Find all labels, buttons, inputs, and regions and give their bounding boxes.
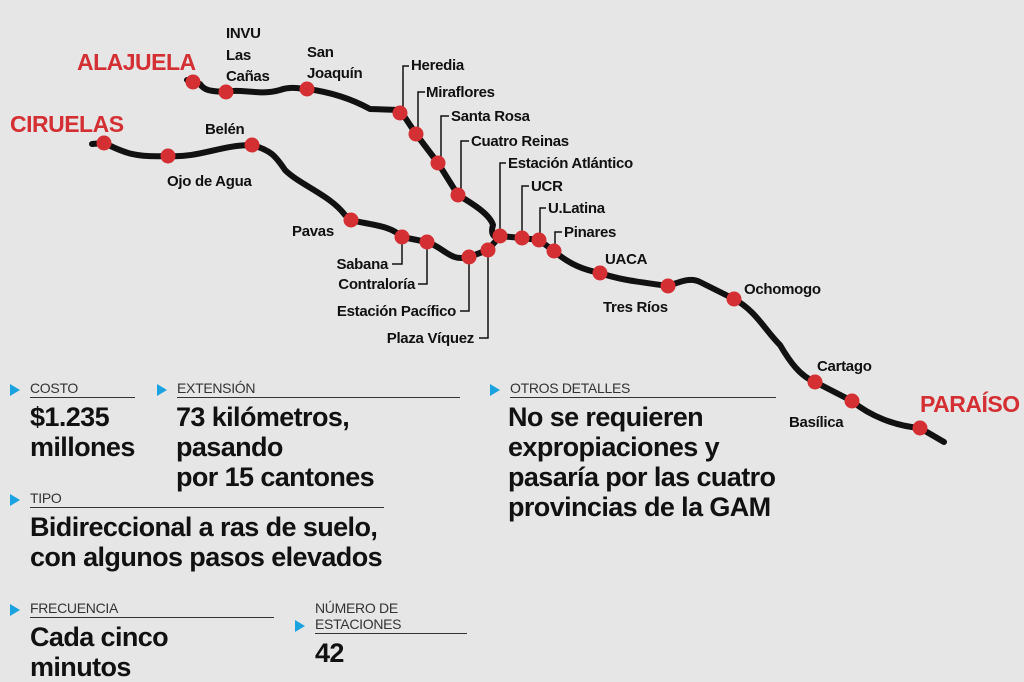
station-label: Cartago xyxy=(817,358,872,375)
station-label: Plaza Víquez xyxy=(387,330,474,347)
station-dot xyxy=(299,81,315,97)
triangle-marker-icon xyxy=(490,384,500,396)
station-label: Miraflores xyxy=(426,84,495,101)
info-value: No se requieren expropiaciones y pasaría… xyxy=(508,402,776,522)
triangle-marker-icon xyxy=(295,620,305,632)
station-dot xyxy=(96,135,112,151)
city-label-ciruelas: CIRUELAS xyxy=(10,111,124,137)
station-dot xyxy=(394,229,410,245)
station-label: San xyxy=(307,44,334,61)
info-otros-detalles: OTROS DETALLES No se requieren expropiac… xyxy=(490,380,776,522)
station-label: Pavas xyxy=(292,223,334,240)
station-label: Estación Pacífico xyxy=(337,303,456,320)
station-label: Santa Rosa xyxy=(451,108,531,125)
info-value: Cada cinco minutos xyxy=(30,622,169,682)
station-label: Contraloría xyxy=(338,276,416,293)
station-dot xyxy=(660,278,676,294)
triangle-marker-icon xyxy=(10,494,20,506)
station-label: Heredia xyxy=(411,57,465,74)
info-label: TIPO xyxy=(30,490,384,508)
triangle-marker-icon xyxy=(10,604,20,616)
triangle-marker-icon xyxy=(157,384,167,396)
station-dot xyxy=(807,374,823,390)
info-frecuencia: FRECUENCIA Cada cinco minutos xyxy=(10,600,274,682)
station-dot xyxy=(514,230,530,246)
station-label: Basílica xyxy=(789,414,844,431)
station-label: Cuatro Reinas xyxy=(471,133,569,150)
station-dot xyxy=(430,155,446,171)
station-label: Sabana xyxy=(336,256,389,273)
station-dot xyxy=(419,234,435,250)
station-label: INVU xyxy=(226,25,261,42)
info-value: Bidireccional a ras de suelo, con alguno… xyxy=(30,512,383,572)
info-label: OTROS DETALLES xyxy=(510,380,776,398)
station-label: UACA xyxy=(605,251,648,268)
station-dot xyxy=(450,187,466,203)
route-line-alajuela-paraiso xyxy=(184,77,947,445)
station-label: U.Latina xyxy=(548,200,606,217)
station-dot xyxy=(218,84,234,100)
info-label: NÚMERO DE ESTACIONES xyxy=(315,600,467,634)
station-label: Cañas xyxy=(226,68,270,85)
info-tipo: TIPO Bidireccional a ras de suelo, con a… xyxy=(10,490,384,572)
city-label-alajuela: ALAJUELA xyxy=(77,49,196,75)
info-extension: EXTENSIÓN 73 kilómetros, pasando por 15 … xyxy=(157,380,460,492)
station-dot xyxy=(244,137,260,153)
station-dot xyxy=(726,291,742,307)
station-dot xyxy=(343,212,359,228)
station-dot xyxy=(480,242,496,258)
triangle-marker-icon xyxy=(10,384,20,396)
station-label: Tres Ríos xyxy=(603,299,668,316)
station-dot xyxy=(392,105,408,121)
station-dot xyxy=(531,232,547,248)
station-dot xyxy=(844,393,860,409)
station-dot xyxy=(912,420,928,436)
info-costo: COSTO $1.235 millones xyxy=(10,380,135,462)
info-value: 73 kilómetros, pasando por 15 cantones xyxy=(176,402,375,492)
station-label: Joaquín xyxy=(307,65,363,82)
station-label: Las xyxy=(226,47,251,64)
station-label: Estación Atlántico xyxy=(508,155,633,172)
city-label-paraiso: PARAÍSO xyxy=(920,390,1020,417)
station-dot xyxy=(185,74,201,90)
station-dot xyxy=(160,148,176,164)
station-dot xyxy=(461,249,477,265)
info-label: EXTENSIÓN xyxy=(177,380,460,398)
station-label: Pinares xyxy=(564,224,616,241)
info-label: FRECUENCIA xyxy=(30,600,274,618)
station-label: UCR xyxy=(531,178,563,195)
station-label: Ojo de Agua xyxy=(167,173,252,190)
info-label: COSTO xyxy=(30,380,135,398)
station-label: Belén xyxy=(205,121,244,138)
station-dot xyxy=(592,265,608,281)
station-dot xyxy=(492,228,508,244)
info-numero-estaciones: NÚMERO DE ESTACIONES 42 xyxy=(295,600,467,668)
station-dot xyxy=(546,243,562,259)
info-value: 42 xyxy=(315,638,344,668)
station-label: Ochomogo xyxy=(744,281,821,298)
info-value: $1.235 millones xyxy=(30,402,135,462)
station-dot xyxy=(408,126,424,142)
